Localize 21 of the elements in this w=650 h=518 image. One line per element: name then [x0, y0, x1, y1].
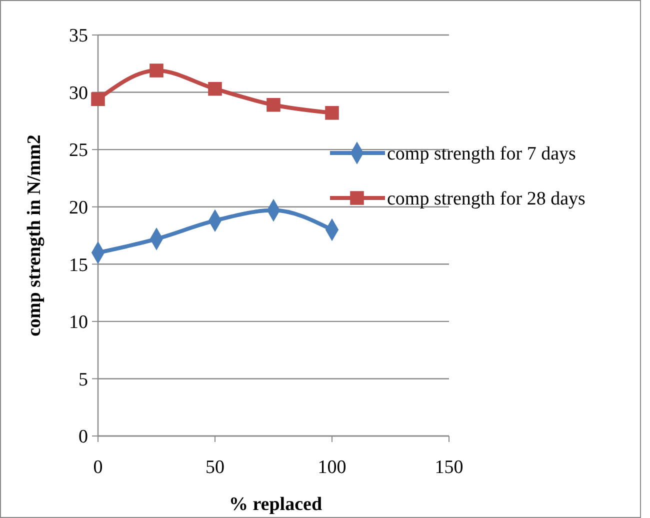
x-tick-label: 150	[434, 457, 464, 478]
point	[325, 106, 339, 120]
y-tick-label: 35	[69, 26, 88, 47]
x-axis-title: % replaced	[228, 494, 322, 515]
y-tick-label: 5	[78, 369, 88, 390]
y-tick-label: 20	[69, 198, 88, 219]
legend-label: comp strength for 28 days	[387, 188, 586, 210]
y-tick-label: 30	[69, 82, 88, 104]
y-tick-label: 25	[69, 140, 88, 162]
point	[208, 82, 222, 96]
x-tick-label: 100	[318, 457, 346, 478]
y-tick-label: 0	[78, 426, 88, 448]
legend-label: comp strength for 7 days	[387, 144, 576, 165]
point	[266, 98, 280, 112]
x-tick-label: 0	[93, 457, 103, 478]
y-tick-label: 15	[69, 254, 88, 276]
point	[150, 64, 164, 78]
point	[91, 92, 105, 106]
x-tick-label: 50	[206, 457, 224, 478]
y-axis-title: comp strength in N/mm2	[24, 134, 45, 336]
y-tick-label: 10	[69, 312, 88, 334]
